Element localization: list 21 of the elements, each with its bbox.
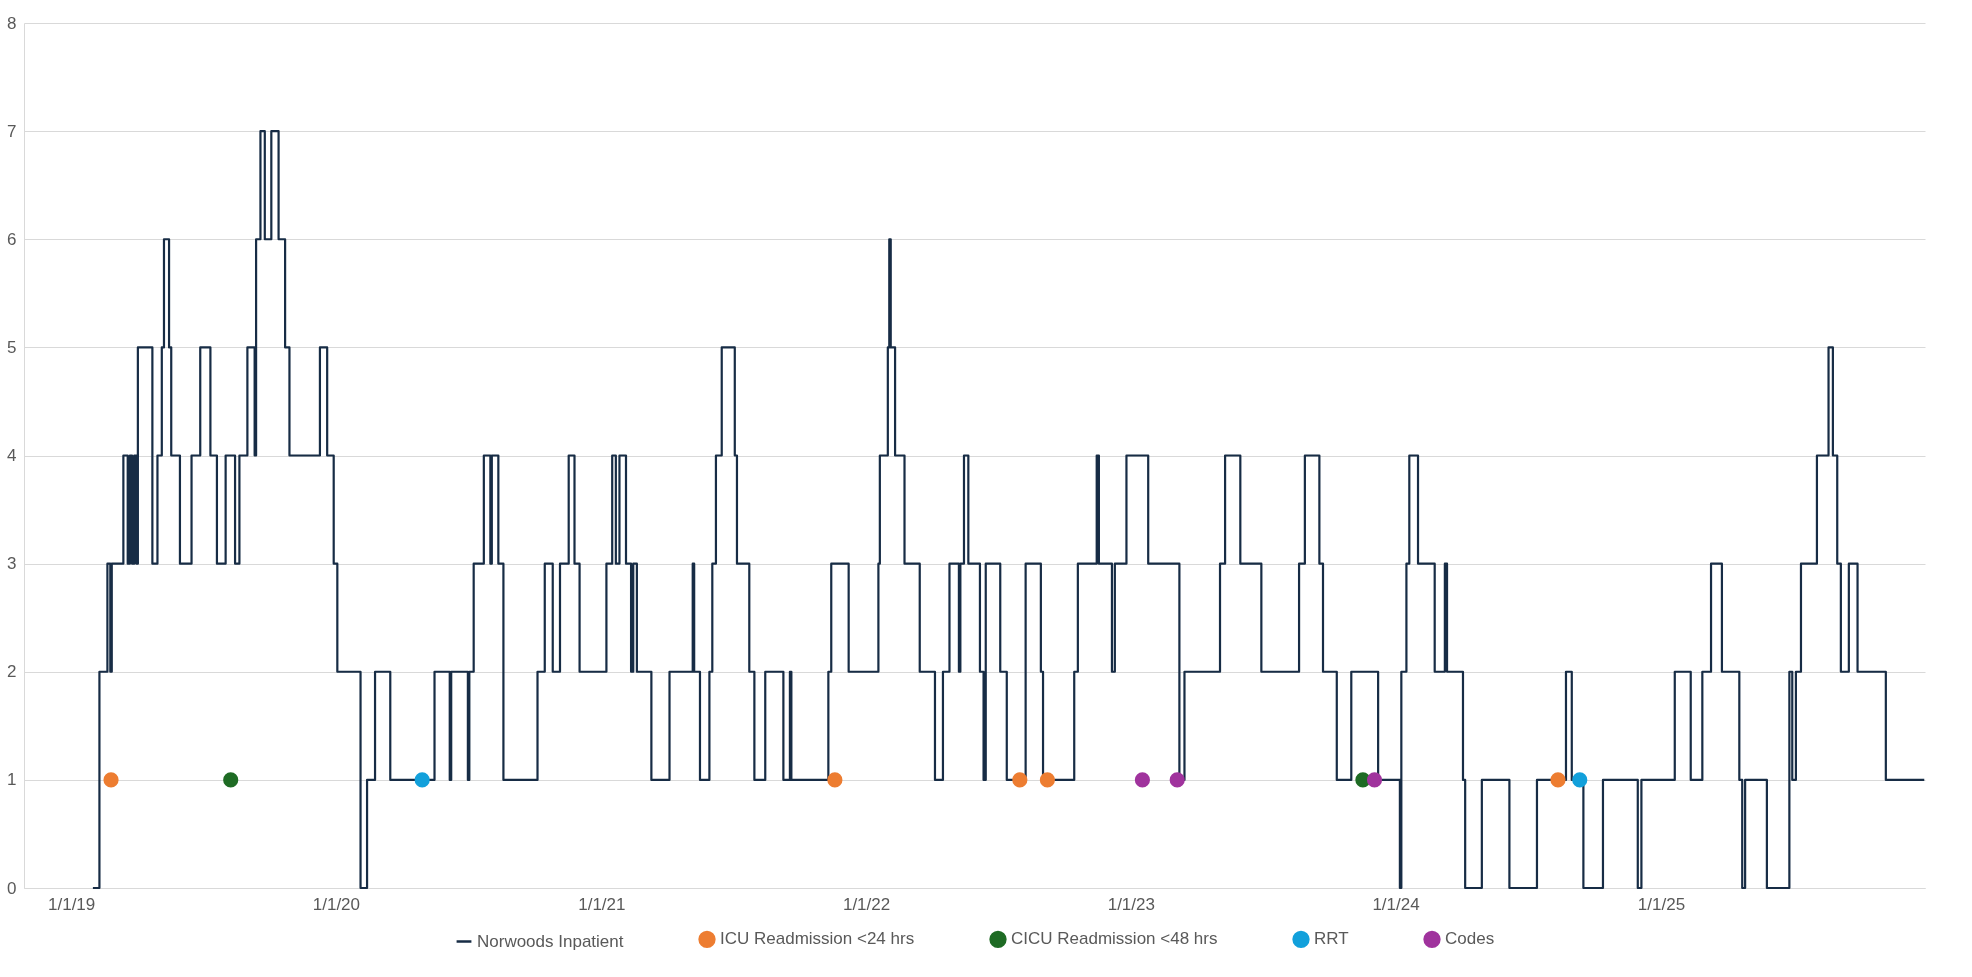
x-tick-label: 1/1/24 [1372,894,1420,914]
y-tick-label: 2 [7,662,17,682]
y-tick-label: 8 [7,13,17,33]
y-tick-label: 1 [7,770,17,790]
x-tick-label: 1/1/25 [1637,894,1686,914]
y-tick-label: 4 [7,446,17,465]
x-tick-label: 1/1/19 [48,894,96,914]
y-tick-label: 3 [7,554,17,574]
y-tick-label: 5 [7,337,17,357]
legend-label: RRT [1314,929,1349,949]
x-tick-label: 1/1/23 [1107,894,1155,914]
y-tick-label: 0 [7,878,17,898]
legend-label: ICU Readmission <24 hrs [720,929,915,949]
x-tick-label: 1/1/21 [578,894,626,914]
x-tick-label: 1/1/22 [842,894,891,914]
y-tick-label: 7 [7,121,17,141]
legend-label: Norwoods Inpatient [477,931,624,951]
y-tick-label: 6 [7,229,17,249]
x-tick-label: 1/1/20 [312,894,361,914]
legend-label: CICU Readmission <48 hrs [1011,929,1218,949]
legend-label: Codes [1445,929,1495,949]
